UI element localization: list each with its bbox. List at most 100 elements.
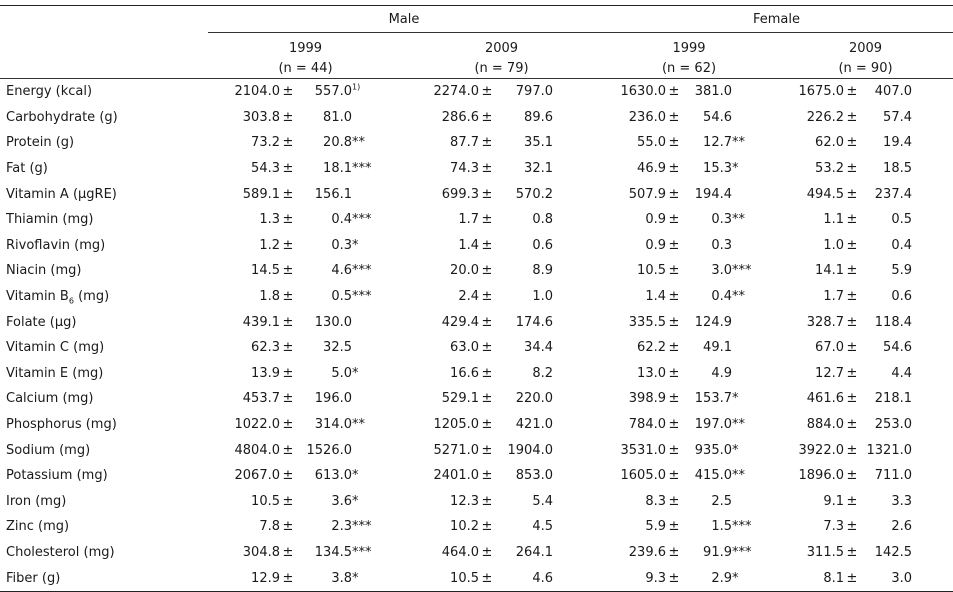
sd-value: 15.3 [703, 161, 732, 177]
mean-value: 3531.0 [620, 442, 667, 458]
value-cell: 9.1 ±3.3 [778, 489, 953, 515]
sd-value: 415.0 [694, 468, 732, 484]
mean-value: 55.0 [637, 135, 666, 151]
plus-minus-sign: ± [481, 544, 493, 560]
mean-value: 429.4 [441, 314, 479, 330]
plus-minus-sign: ± [481, 237, 493, 253]
row-label: Energy (kcal) [6, 84, 93, 100]
column-year-female-1999: 1999 [672, 40, 706, 56]
sd-value: 0.6 [532, 237, 553, 253]
sd-value: 0.5 [331, 289, 352, 305]
value-cell: 16.6 ±8.2 [403, 361, 600, 387]
mean-value: 1.7 [823, 289, 844, 305]
significance-marker: ** [352, 417, 365, 433]
table-row: Rivoflavin (mg) 1.2 ±0.3 * 1.4 ±0.6 0.9 ±0.3 1.0… [0, 233, 953, 259]
plus-minus-sign: ± [481, 493, 493, 509]
plus-minus-sign: ± [846, 365, 858, 381]
row-label: Protein (g) [6, 135, 75, 151]
sd-value: 220.0 [515, 391, 553, 407]
significance-marker: * [732, 442, 739, 458]
mean-value: 226.2 [806, 109, 844, 125]
value-cell: 1022.0 ±314.0 ** [208, 412, 403, 438]
mean-value: 5.9 [645, 519, 666, 535]
plus-minus-sign: ± [282, 493, 294, 509]
sd-value: 1526.0 [306, 442, 353, 458]
value-cell: 239.6 ±91.9 *** [600, 540, 778, 566]
value-cell: 2104.0 ±557.0 1) [208, 79, 403, 105]
mean-value: 74.3 [450, 161, 479, 177]
plus-minus-sign: ± [668, 493, 680, 509]
sd-value: 0.3 [711, 237, 732, 253]
significance-marker: *** [732, 263, 752, 279]
group-header-female: Female [600, 6, 953, 33]
mean-value: 67.0 [815, 340, 844, 356]
value-cell: 10.5 ±3.0 *** [600, 258, 778, 284]
plus-minus-sign: ± [282, 391, 294, 407]
plus-minus-sign: ± [846, 186, 858, 202]
sd-value: 18.5 [883, 161, 912, 177]
significance-marker: * [352, 365, 359, 381]
significance-marker: *** [352, 519, 372, 535]
mean-value: 1.7 [458, 212, 479, 228]
mean-value: 2274.0 [433, 84, 480, 100]
mean-value: 54.3 [251, 161, 280, 177]
significance-marker: ** [732, 468, 745, 484]
mean-value: 439.1 [242, 314, 280, 330]
table-row: Phosphorus (mg) 1022.0 ±314.0 ** 1205.0 ±421.… [0, 412, 953, 438]
value-cell: 236.0 ±54.6 [600, 105, 778, 131]
sd-value: 153.7 [694, 391, 732, 407]
value-cell: 784.0 ±197.0 ** [600, 412, 778, 438]
table-row: Sodium (mg) 4804.0 ±1526.0 5271.0 ±1904.0 353… [0, 437, 953, 463]
table-row: Vitamin E (mg) 13.9 ±5.0 * 16.6 ±8.2 13.0 ±4.9 1… [0, 361, 953, 387]
mean-value: 2.4 [458, 289, 479, 305]
value-cell: 699.3 ±570.2 [403, 181, 600, 207]
sd-value: 935.0 [694, 442, 732, 458]
value-cell: 62.3 ±32.5 [208, 335, 403, 361]
nutrient-intake-table: Male Female 1999 2009 1999 2009 (n = 44)… [0, 5, 953, 592]
sd-value: 237.4 [874, 186, 912, 202]
plus-minus-sign: ± [481, 365, 493, 381]
sd-value: 196.0 [314, 391, 352, 407]
table-row: Vitamin A (µgRE) 589.1 ±156.1 699.3 ±570.2 50… [0, 181, 953, 207]
sd-value: 57.4 [883, 109, 912, 125]
mean-value: 303.8 [242, 109, 280, 125]
row-label: Potassium (mg) [6, 468, 108, 484]
plus-minus-sign: ± [668, 365, 680, 381]
value-cell: 429.4 ±174.6 [403, 309, 600, 335]
mean-value: 2401.0 [433, 468, 480, 484]
plus-minus-sign: ± [668, 135, 680, 151]
plus-minus-sign: ± [481, 340, 493, 356]
row-label: Vitamin B6 (mg) [6, 289, 110, 306]
mean-value: 73.2 [251, 135, 280, 151]
mean-value: 9.3 [645, 570, 666, 586]
plus-minus-sign: ± [282, 237, 294, 253]
value-cell: 2067.0 ±613.0 * [208, 463, 403, 489]
mean-value: 46.9 [637, 161, 666, 177]
significance-marker: * [352, 493, 359, 509]
value-cell: 54.3 ±18.1 *** [208, 156, 403, 182]
plus-minus-sign: ± [481, 314, 493, 330]
row-label: Fat (g) [6, 161, 48, 177]
value-cell: 10.2 ±4.5 [403, 514, 600, 540]
sd-value: 89.6 [524, 109, 553, 125]
sd-value: 3.8 [331, 570, 352, 586]
value-cell: 884.0 ±253.0 [778, 412, 953, 438]
sd-value: 613.0 [314, 468, 352, 484]
sd-value: 34.4 [524, 340, 553, 356]
plus-minus-sign: ± [846, 212, 858, 228]
group-header-male: Male [208, 6, 600, 33]
sd-value: 4.6 [331, 263, 352, 279]
plus-minus-sign: ± [846, 289, 858, 305]
stub-header [0, 6, 208, 33]
table-row: Iron (mg) 10.5 ±3.6 * 12.3 ±5.4 8.3 ±2.5 9.1 ±3.3 [0, 489, 953, 515]
significance-marker: ** [732, 212, 745, 228]
sd-value: 0.4 [331, 212, 352, 228]
sd-value: 20.8 [323, 135, 352, 151]
table-row: Potassium (mg) 2067.0 ±613.0 * 2401.0 ±853.0 1… [0, 463, 953, 489]
plus-minus-sign: ± [846, 544, 858, 560]
row-label: Vitamin E (mg) [6, 365, 104, 381]
significance-marker: * [732, 391, 739, 407]
sd-value: 557.0 [314, 84, 352, 100]
sd-value: 0.4 [711, 289, 732, 305]
plus-minus-sign: ± [846, 84, 858, 100]
